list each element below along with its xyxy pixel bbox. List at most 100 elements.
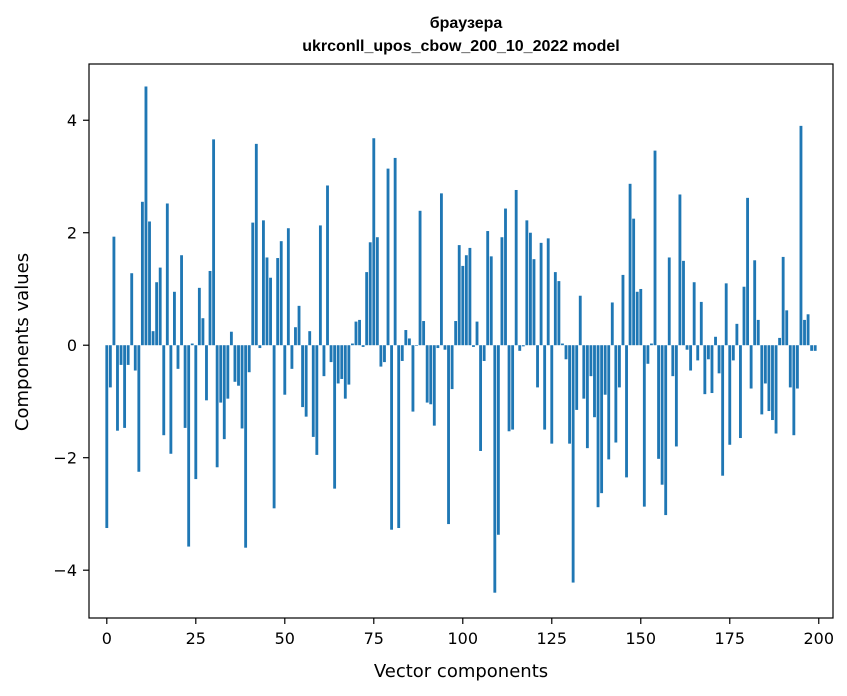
bar <box>354 321 358 346</box>
bar <box>365 272 369 346</box>
bar <box>642 345 646 507</box>
x-tick-label: 200 <box>803 629 834 648</box>
bar <box>553 272 557 346</box>
bar <box>664 345 668 516</box>
bar <box>251 222 255 346</box>
plot-frame <box>88 63 834 619</box>
bar <box>176 345 180 369</box>
bar <box>443 345 447 350</box>
x-tick-label: 50 <box>275 629 295 648</box>
bar <box>464 255 468 346</box>
bar <box>400 345 404 361</box>
bar <box>108 345 112 388</box>
bar <box>165 203 169 346</box>
x-tick-label: 0 <box>102 629 112 648</box>
bar <box>123 345 127 428</box>
bar <box>710 345 714 394</box>
bar <box>589 345 593 377</box>
bar <box>187 345 191 547</box>
bar <box>635 291 639 346</box>
bar <box>653 150 657 346</box>
x-tick-label: 175 <box>714 629 745 648</box>
bar <box>735 323 739 346</box>
bar <box>383 345 386 363</box>
bar <box>329 345 333 363</box>
bar <box>368 242 372 346</box>
bar <box>390 345 394 530</box>
bar <box>169 345 173 454</box>
bar <box>290 345 294 369</box>
bar <box>756 319 760 346</box>
bar <box>140 201 144 346</box>
bar <box>771 345 774 421</box>
bar <box>119 345 123 365</box>
bar <box>682 260 685 346</box>
bar <box>194 345 198 480</box>
bar <box>703 345 707 395</box>
bar <box>610 302 614 346</box>
bar <box>461 265 465 346</box>
bar <box>454 321 458 346</box>
bar <box>254 143 258 346</box>
bar <box>472 345 475 347</box>
bar <box>279 241 283 346</box>
bar <box>205 345 208 401</box>
bar <box>806 314 810 346</box>
bar <box>685 345 689 350</box>
bar <box>660 345 664 485</box>
bars-group <box>105 86 817 593</box>
bar <box>372 138 376 346</box>
bar <box>358 319 361 346</box>
bar <box>585 345 589 449</box>
bar <box>785 310 789 346</box>
bar <box>493 345 497 593</box>
bar <box>689 345 693 371</box>
bar <box>600 345 604 494</box>
bar <box>728 345 732 445</box>
y-tick-label: 4 <box>67 111 77 130</box>
x-axis-label: Vector components <box>374 661 548 682</box>
x-axis-ticks: 0 25 50 75 100 125 150 175 200 <box>102 618 834 648</box>
bar <box>422 321 426 346</box>
bar <box>714 336 717 346</box>
bar <box>632 218 636 346</box>
bar <box>247 345 251 373</box>
bar <box>564 345 568 360</box>
bar <box>692 282 696 346</box>
bar <box>215 345 219 468</box>
bar <box>678 194 682 346</box>
bar <box>546 238 550 346</box>
bar <box>286 228 290 346</box>
x-tick-label: 100 <box>448 629 479 648</box>
bar <box>222 345 226 440</box>
y-tick-label: −2 <box>53 449 77 468</box>
bar <box>774 345 778 434</box>
x-tick-label: 75 <box>364 629 384 648</box>
bar <box>219 345 223 403</box>
bar <box>237 345 240 386</box>
bar <box>276 258 280 346</box>
bar <box>496 345 500 535</box>
bar <box>322 345 326 377</box>
bar <box>753 260 757 346</box>
bar <box>411 345 415 412</box>
bar <box>543 345 547 430</box>
bar <box>148 221 151 346</box>
bar <box>746 197 749 346</box>
bar <box>116 345 119 431</box>
bar <box>272 345 276 509</box>
bar <box>404 330 408 346</box>
bar <box>717 345 721 374</box>
bar <box>504 208 507 346</box>
bar <box>813 345 817 351</box>
y-tick-label: −4 <box>53 561 77 580</box>
bar <box>304 345 308 417</box>
bar <box>429 345 433 405</box>
chart-subtitle: ukrconll_upos_cbow_200_10_2022 model <box>302 38 619 55</box>
bar <box>265 257 269 346</box>
bar <box>706 345 710 360</box>
bar <box>571 345 575 583</box>
x-tick-label: 25 <box>186 629 206 648</box>
bar <box>308 331 312 346</box>
